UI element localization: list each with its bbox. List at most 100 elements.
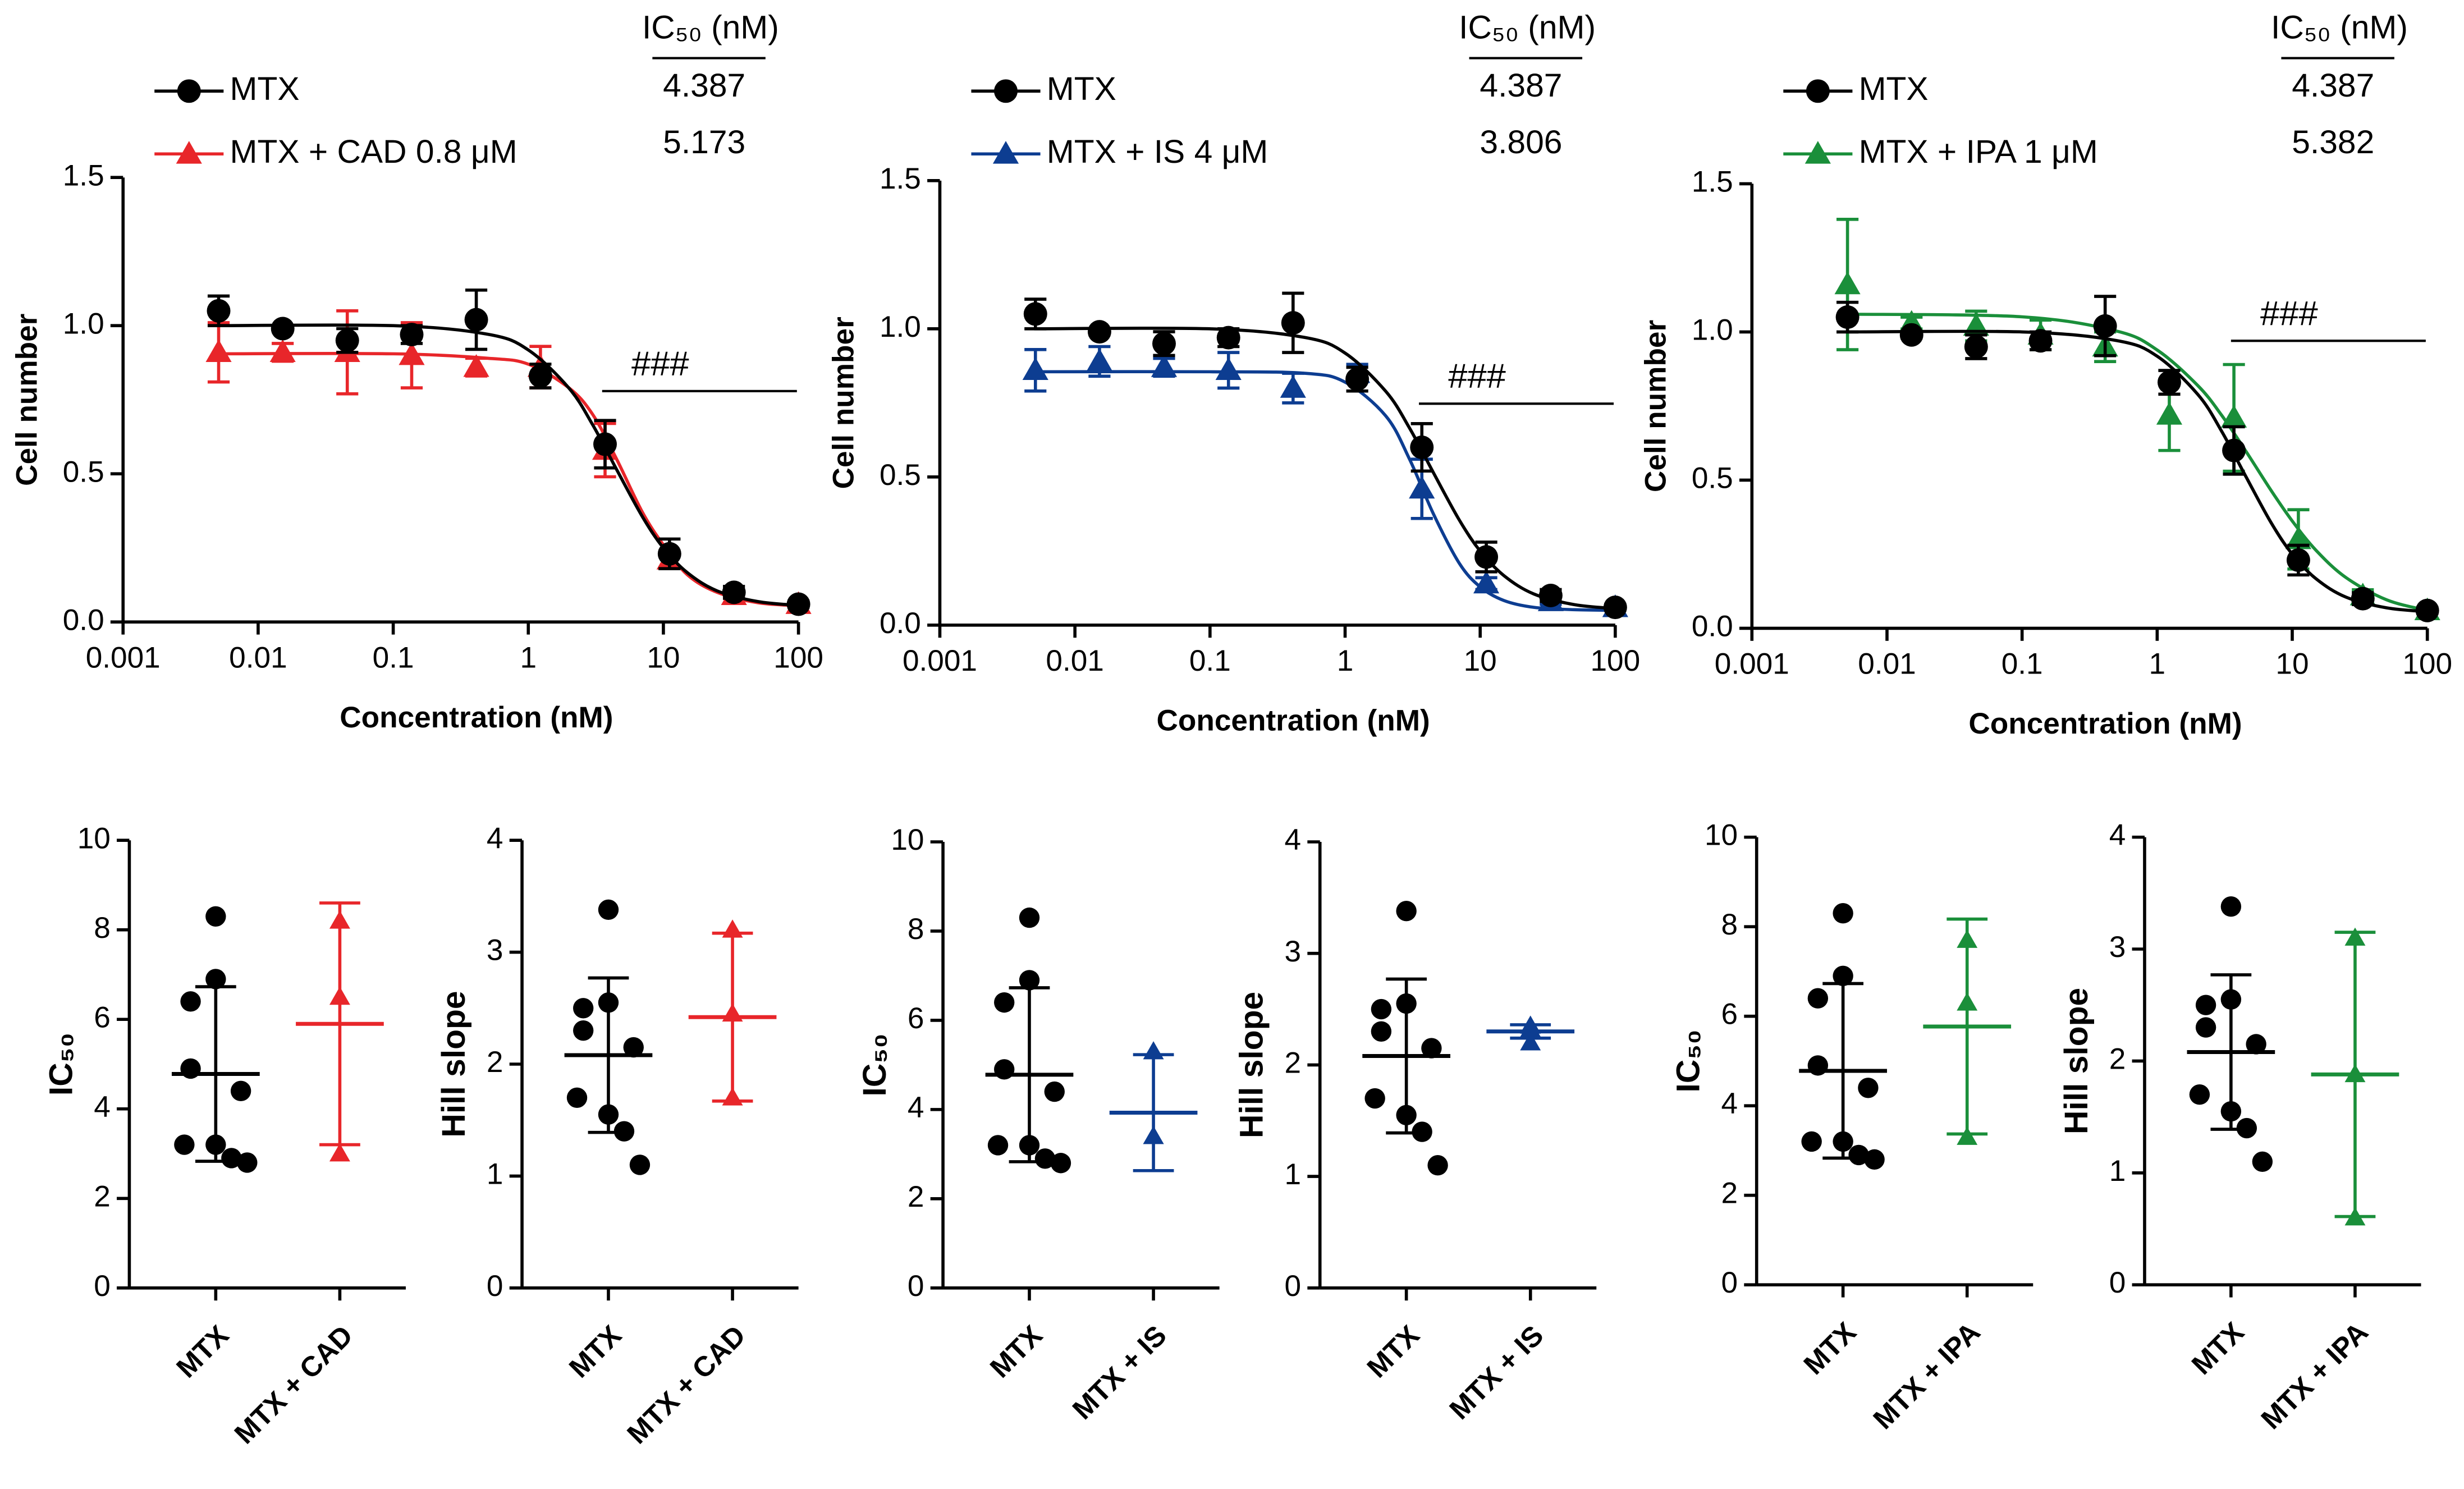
marker: [2195, 995, 2216, 1015]
marker: [2093, 314, 2117, 338]
marker: [1957, 929, 1978, 948]
marker: [1143, 1126, 1164, 1144]
y-tick-label: 3: [1285, 935, 1302, 968]
legend-label: MTX + CAD 0.8 μM: [230, 134, 517, 170]
marker: [1835, 305, 1860, 329]
x-tick-label: MTX + IS: [1066, 1319, 1173, 1426]
marker: [463, 354, 489, 377]
x-tick-label: MTX: [562, 1319, 628, 1384]
ic50-value: 3.806: [1480, 124, 1562, 161]
y-tick-label: 4: [94, 1091, 111, 1124]
x-tick-label: MTX: [2185, 1316, 2250, 1381]
y-tick-label: 1.0: [63, 307, 104, 340]
marker: [329, 1143, 350, 1162]
y-tick-label: 4: [908, 1091, 924, 1124]
marker: [2156, 402, 2183, 425]
y-tick-label: 2: [1721, 1177, 1738, 1210]
marker: [2252, 1151, 2273, 1172]
fit-curve: [1846, 329, 2428, 613]
x-axis-label: Concentration (nM): [1157, 704, 1430, 737]
marker: [528, 364, 552, 388]
x-axis-label: Concentration (nM): [340, 701, 613, 734]
y-tick-label: 6: [1721, 998, 1738, 1031]
marker: [2344, 927, 2366, 946]
x-tick-label: MTX: [1361, 1319, 1426, 1384]
marker: [598, 992, 619, 1013]
marker: [722, 1003, 743, 1022]
marker: [176, 141, 202, 164]
marker: [2189, 1084, 2210, 1105]
marker: [205, 906, 226, 927]
y-tick-label: 10: [1705, 819, 1738, 852]
marker: [271, 317, 295, 341]
marker: [1520, 1019, 1541, 1037]
marker: [2285, 526, 2311, 549]
marker: [1603, 595, 1627, 620]
marker: [1216, 326, 1240, 350]
marker: [573, 998, 594, 1019]
marker: [722, 919, 743, 938]
marker: [1371, 1021, 1392, 1042]
y-axis-label: Cell number: [827, 317, 860, 489]
marker: [1086, 348, 1113, 372]
marker: [1473, 570, 1500, 594]
annotation: ###: [1448, 357, 1506, 396]
fit-curve: [1034, 326, 1616, 611]
marker: [1087, 320, 1111, 344]
y-axis-label: Cell number: [10, 314, 43, 486]
marker: [1864, 1149, 1885, 1170]
marker: [2344, 1207, 2366, 1226]
y-axis-label: Hill slope: [436, 991, 472, 1137]
marker: [1152, 332, 1176, 356]
marker: [1957, 992, 1978, 1011]
y-tick-label: 1.0: [880, 310, 921, 343]
marker: [2344, 1064, 2366, 1083]
marker: [1807, 1055, 1829, 1076]
marker: [2195, 1017, 2216, 1038]
marker: [2220, 1101, 2242, 1122]
y-tick-label: 10: [77, 822, 111, 855]
y-tick-label: 0.0: [1692, 610, 1733, 643]
y-tick-label: 8: [1721, 908, 1738, 941]
marker: [1050, 1153, 1071, 1174]
marker: [1801, 1131, 1822, 1152]
ic50-value: 5.173: [663, 124, 745, 161]
y-tick-label: 4: [1721, 1087, 1738, 1120]
marker: [1019, 1135, 1040, 1156]
marker: [1806, 79, 1830, 103]
marker: [180, 991, 201, 1012]
x-tick-label: MTX: [983, 1319, 1048, 1384]
marker: [399, 342, 425, 365]
marker: [1019, 907, 1040, 928]
marker: [174, 1134, 195, 1155]
marker: [657, 542, 681, 566]
y-tick-label: 1.5: [1692, 165, 1733, 198]
y-axis-label: IC₅₀: [1670, 1029, 1707, 1092]
y-tick-label: 4: [1285, 823, 1302, 856]
y-tick-label: 1: [487, 1157, 503, 1190]
marker: [1143, 1041, 1164, 1060]
legend-label: MTX: [230, 71, 300, 107]
marker: [1412, 1121, 1432, 1142]
marker: [992, 141, 1019, 164]
y-tick-label: 8: [908, 913, 924, 946]
marker: [400, 323, 424, 347]
ic50-value: 4.387: [2292, 67, 2374, 104]
marker: [598, 1104, 619, 1125]
y-tick-label: 2: [1285, 1046, 1302, 1079]
marker: [2220, 989, 2242, 1010]
y-tick-label: 3: [487, 934, 503, 967]
marker: [2286, 548, 2310, 572]
marker: [2222, 438, 2246, 462]
x-tick-label: 1: [2149, 648, 2166, 681]
marker: [2415, 598, 2439, 622]
x-tick-label: 0.1: [373, 641, 414, 674]
y-tick-label: 6: [908, 1002, 924, 1035]
marker: [464, 308, 488, 332]
y-tick-label: 1.5: [880, 162, 921, 195]
marker: [1833, 1131, 1853, 1152]
marker: [573, 1020, 594, 1041]
marker: [230, 1080, 251, 1102]
